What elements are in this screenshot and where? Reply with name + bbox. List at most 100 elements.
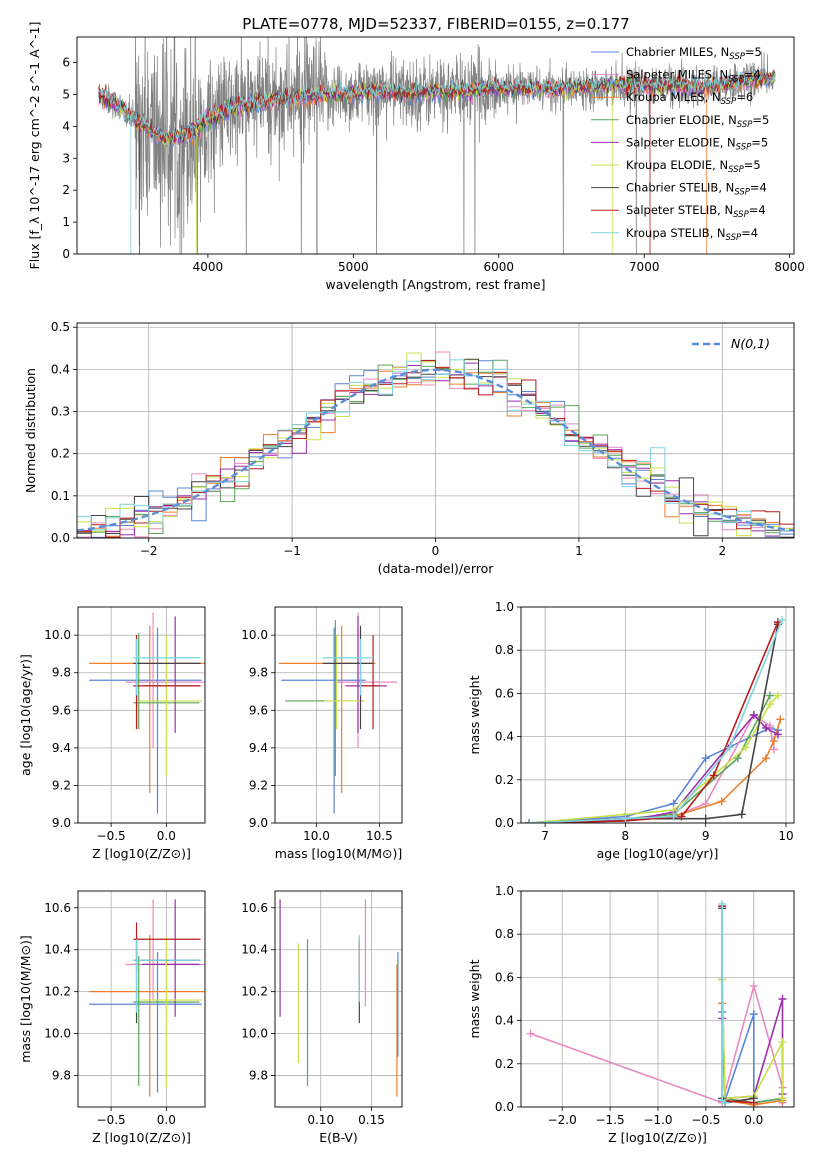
y-axis-label: Flux [f_λ 10^-17 erg cm^-2 s^-1 A^-1] <box>27 22 42 270</box>
x-tick-label: 7000 <box>629 260 660 274</box>
series-marker <box>621 814 630 823</box>
plot-area-Z-weight <box>526 899 787 1107</box>
x-tick-label: 0 <box>432 544 440 558</box>
errorbar-kroupa-stelib <box>133 939 201 1013</box>
panel-residuals: −2 −1 0 1 2 0.0 0.1 0.2 0.3 0.4 0.5 (data-model)/er… <box>23 320 795 576</box>
panel-Z-weight: −2.0 −1.5 −1.0 −0.5 0.0 0.0 0.2 0.4 0.6 0.8 1.0 Z [… <box>467 884 795 1145</box>
x-axis-label: (data-model)/error <box>378 561 495 576</box>
histogram-chabrier-stelib <box>77 358 794 538</box>
series-marker <box>765 721 774 730</box>
y-tick-label: 1.0 <box>495 600 514 614</box>
y-tick-label: 9.4 <box>249 741 268 755</box>
x-tick-label: 9 <box>702 829 710 843</box>
legend-n-label: , N <box>710 226 726 240</box>
y-tick-label: 0.6 <box>495 686 514 700</box>
series-marker <box>677 812 686 821</box>
y-tick-label: 1 <box>62 215 70 229</box>
legend-label: Salpeter ELODIE, NSSP=5 <box>626 135 768 152</box>
series-chabrier-elodie <box>718 975 787 1107</box>
y-tick-label: 10.6 <box>44 901 71 915</box>
y-tick-label: 0.8 <box>495 927 514 941</box>
series-marker <box>769 745 778 754</box>
y-tick-label: 10.0 <box>241 1027 268 1041</box>
errorbar-kroupa-elodie <box>138 635 202 777</box>
y-tick-label: 10.2 <box>241 985 268 999</box>
y-tick-label: 0.2 <box>51 447 70 461</box>
plot-area-spectrum <box>98 37 776 254</box>
axes-frame <box>77 890 206 1108</box>
legend-label-normal: N(0,1) <box>731 336 770 351</box>
legend-n-value: =5 <box>744 158 761 172</box>
series-line <box>528 695 779 823</box>
x-tick-label: −2 <box>140 544 158 558</box>
legend-model-name: Kroupa ELODIE <box>626 158 712 172</box>
y-tick-label: 10.6 <box>241 901 268 915</box>
y-tick-label: 0.6 <box>495 970 514 984</box>
legend-label: Salpeter STELIB, NSSP=4 <box>626 203 766 220</box>
x-tick-label: 0.15 <box>358 1113 385 1127</box>
legend-label: Chabrier STELIB, NSSP=4 <box>626 181 767 198</box>
series-marker <box>769 736 778 745</box>
legend-n-value: =6 <box>736 90 753 104</box>
legend-label: Kroupa STELIB, NSSP=4 <box>626 226 758 243</box>
series-line <box>528 713 779 823</box>
legend-model-name: Chabrier ELODIE <box>626 113 721 127</box>
x-axis-label: mass [log10(M/M⊙)] <box>275 846 403 861</box>
y-tick-label: 10.0 <box>44 1027 71 1041</box>
y-tick-label: 9.4 <box>52 741 71 755</box>
legend-model-name: Kroupa STELIB <box>626 226 710 240</box>
panel-Z-age: −0.5 0.0 9.0 9.2 9.4 9.6 9.8 10.0 Z [log10(Z/Z⊙)… <box>18 606 206 861</box>
series-kroupa-elodie <box>718 975 787 1103</box>
series-marker <box>737 810 746 819</box>
series-marker <box>721 1098 730 1107</box>
series-chabrier-stelib <box>525 620 782 823</box>
legend-n-value: =5 <box>752 113 769 127</box>
series-marker <box>773 730 782 739</box>
panel-mass-age: 10.0 10.5 9.0 9.2 9.4 9.6 9.8 10.0 mass [log10(M… <box>241 606 403 861</box>
y-tick-label: 9.2 <box>52 778 71 792</box>
y-tick-label: 0.2 <box>495 773 514 787</box>
series-marker <box>778 995 787 1003</box>
legend-ssp-subscript: SSP <box>737 120 753 130</box>
x-axis-label: age [log10(age/yr)] <box>597 846 719 861</box>
series-line <box>528 695 771 823</box>
x-tick-label: −1.5 <box>596 1113 625 1127</box>
series-marker <box>701 754 710 763</box>
series-marker <box>749 711 758 719</box>
legend-label: Kroupa ELODIE, NSSP=5 <box>626 158 761 175</box>
y-tick-label: 9.0 <box>249 816 268 830</box>
errorbar-chabrier-miles <box>89 627 202 814</box>
x-tick-label: 0.10 <box>307 1113 334 1127</box>
x-axis-label: E(B-V) <box>319 1130 358 1145</box>
series-marker <box>749 1010 758 1019</box>
legend-n-value: =4 <box>750 181 767 195</box>
y-tick-label: 10.0 <box>44 628 71 642</box>
model-spectrum-chabrier-stelib <box>98 67 776 145</box>
y-tick-label: 10.4 <box>241 943 268 957</box>
series-line <box>530 982 784 1104</box>
x-tick-label: −1 <box>283 544 301 558</box>
legend-label: Salpeter MILES, NSSP=4 <box>626 68 761 85</box>
legend-label: Chabrier ELODIE, NSSP=5 <box>626 113 769 130</box>
legend-n-value: =5 <box>751 135 768 149</box>
x-tick-label: −0.5 <box>97 829 126 843</box>
y-tick-label: 0.8 <box>495 643 514 657</box>
y-tick-label: 9.6 <box>52 703 71 717</box>
histogram-kroupa-stelib <box>77 359 794 538</box>
x-tick-label: 10.5 <box>366 829 393 843</box>
legend-n-value: =4 <box>741 226 758 240</box>
y-axis-label: mass weight <box>467 675 482 754</box>
legend-n-label: , N <box>705 90 721 104</box>
axes-frame <box>274 890 403 1108</box>
series-marker <box>778 1094 787 1103</box>
y-tick-label: 0.0 <box>495 816 514 830</box>
x-tick-label: 1 <box>575 544 583 558</box>
series-marker <box>749 982 758 991</box>
series-marker <box>526 1029 535 1038</box>
series-marker <box>709 771 718 780</box>
panel-Z-mass: −0.5 0.0 9.8 10.0 10.2 10.4 10.6 Z [log10(Z/Z⊙)… <box>18 890 206 1145</box>
axes-frame <box>76 322 795 539</box>
x-tick-label: 8000 <box>774 260 805 274</box>
errorbar-salpeter-elodie <box>142 899 200 1017</box>
x-tick-label: 0.0 <box>157 829 176 843</box>
